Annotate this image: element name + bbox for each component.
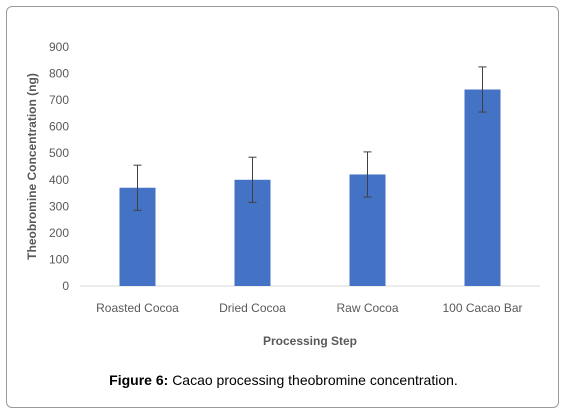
x-tick-label: Dried Cocoa — [219, 301, 286, 315]
figure-caption: Figure 6: Cacao processing theobromine c… — [0, 372, 567, 388]
y-tick-label: 800 — [49, 67, 69, 81]
figure-label: Figure 6: — [109, 372, 169, 388]
x-tick-label: 100 Cacao Bar — [442, 301, 522, 315]
y-axis-title: Theobromine Concentration (ng) — [25, 73, 39, 260]
y-tick-label: 200 — [49, 226, 69, 240]
x-axis-title: Processing Step — [263, 334, 357, 348]
x-tick-label: Roasted Cocoa — [96, 301, 179, 315]
y-tick-label: 900 — [49, 40, 69, 54]
bar — [464, 89, 501, 286]
figure-caption-text: Cacao processing theobromine concentrati… — [172, 372, 458, 388]
x-tick-label: Raw Cocoa — [336, 301, 398, 315]
y-tick-label: 700 — [49, 93, 69, 107]
y-tick-label: 0 — [62, 279, 69, 293]
y-tick-label: 400 — [49, 173, 69, 187]
y-tick-label: 600 — [49, 120, 69, 134]
y-tick-label: 100 — [49, 252, 69, 266]
y-tick-label: 500 — [49, 146, 69, 160]
y-tick-label: 300 — [49, 199, 69, 213]
